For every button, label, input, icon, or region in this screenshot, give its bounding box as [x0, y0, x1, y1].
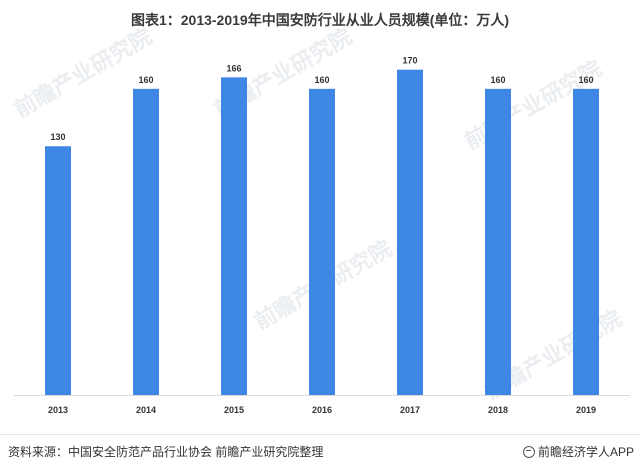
bar-chart: 前瞻产业研究院 前瞻产业研究院 前瞻产业研究院 前瞻产业研究院 前瞻产业研究院 … [10, 24, 630, 415]
data-label-2018: 160 [490, 75, 505, 85]
bar-2019 [573, 88, 599, 396]
x-tick-label-2017: 2017 [400, 405, 420, 415]
data-label-2013: 130 [50, 132, 65, 142]
data-label-2016: 160 [314, 75, 329, 85]
x-tick-label-2019: 2019 [576, 405, 596, 415]
bar-2014 [133, 88, 159, 396]
data-label-2014: 160 [138, 75, 153, 85]
source-note: 资料来源：中国安全防范产品行业协会 前瞻产业研究院整理 [8, 445, 324, 459]
x-tick-label-2015: 2015 [224, 405, 244, 415]
data-label-2017: 170 [402, 56, 417, 66]
x-tick-label-2018: 2018 [488, 405, 508, 415]
x-tick-label-2016: 2016 [312, 405, 332, 415]
labels-group: 130 2013 160 2014 166 2015 160 2016 170 2017 160 20… [48, 56, 596, 415]
data-label-2015: 166 [226, 63, 241, 73]
bars-group [45, 69, 599, 396]
x-tick-label-2014: 2014 [136, 405, 156, 415]
footer: 资料来源：中国安全防范产品行业协会 前瞻产业研究院整理 前瞻经济学人APP [0, 434, 640, 464]
data-label-2019: 160 [578, 75, 593, 85]
bar-2015 [221, 77, 247, 396]
chart-title: 图表1：2013-2019年中国安防行业从业人员规模(单位：万人) [130, 12, 510, 28]
bar-2013 [45, 146, 71, 395]
bar-2018 [485, 88, 511, 396]
x-tick-label-2013: 2013 [48, 405, 68, 415]
qianzhan-logo-icon [522, 445, 535, 458]
bar-2017 [397, 69, 423, 396]
bar-2016 [309, 88, 335, 396]
brand-label: 前瞻经济学人APP [537, 445, 634, 459]
brand: 前瞻经济学人APP [522, 443, 634, 460]
